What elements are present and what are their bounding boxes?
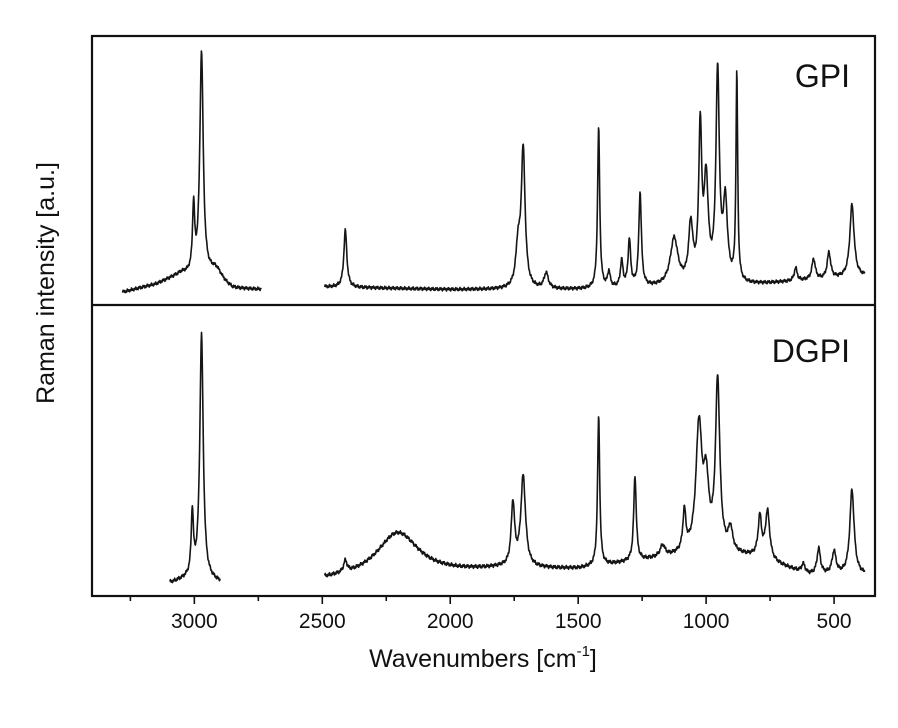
x-tick-label-2000: 2000	[427, 610, 474, 633]
x-axis-label: Wavenumbers [cm-1]	[369, 643, 597, 673]
x-tick-label-1000: 1000	[683, 610, 730, 633]
spectrum-gpi-segment-1	[121, 50, 262, 294]
spectra-layer	[121, 50, 866, 584]
x-tick-label-500: 500	[817, 610, 852, 633]
x-tick-label-1500: 1500	[555, 610, 602, 633]
spectrum-gpi-segment-2	[324, 62, 866, 292]
x-axis-label-text: Wavenumbers [cm	[369, 645, 576, 673]
x-tick-label-2500: 2500	[299, 610, 346, 633]
spectrum-dgpi-segment-1	[169, 331, 221, 584]
x-axis-label-close: ]	[590, 645, 597, 673]
x-axis-ticks: 3000 2500 2000 1500 1000 500	[129, 596, 852, 633]
y-axis-label: Raman intensity [a.u.]	[32, 162, 60, 404]
plot-frame	[90, 34, 877, 598]
x-tick-label-3000: 3000	[171, 610, 218, 633]
spectrum-dgpi-segment-2	[324, 374, 866, 578]
panel-label-gpi: GPI	[795, 58, 850, 94]
x-axis-label-superscript: -1	[577, 643, 590, 660]
panel-label-dgpi: DGPI	[772, 333, 850, 369]
